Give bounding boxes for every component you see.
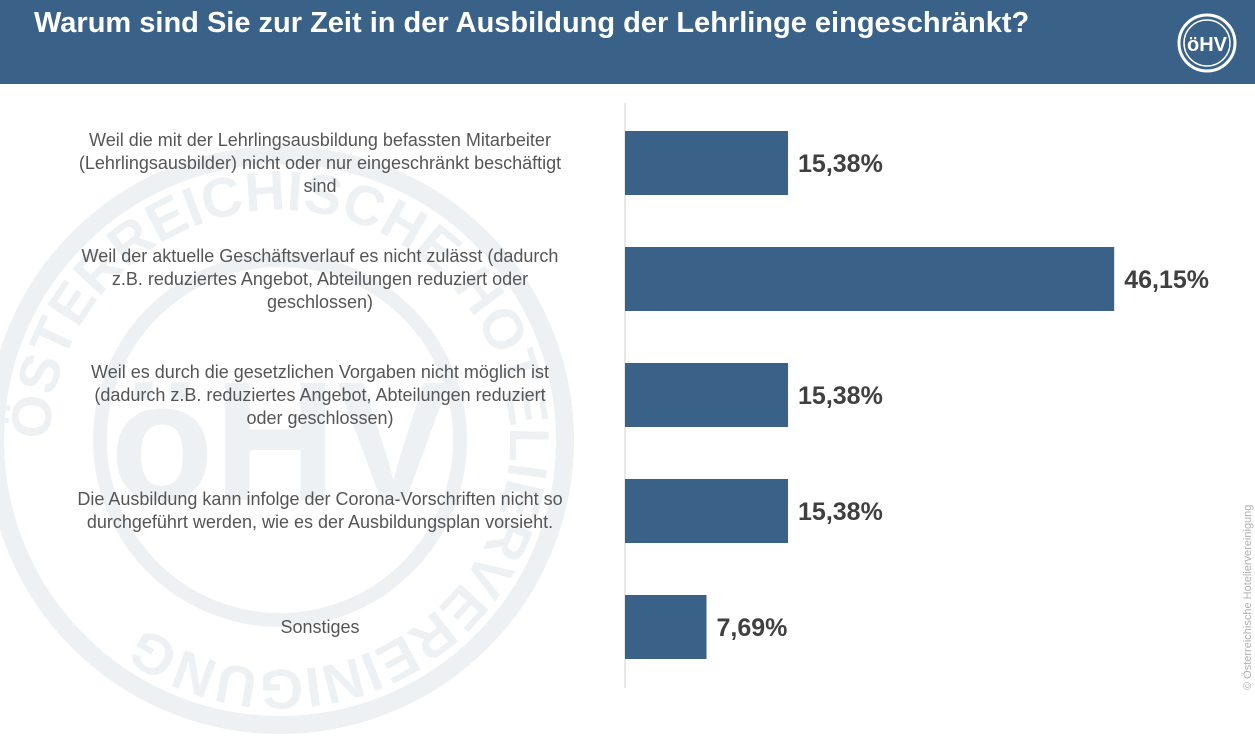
page-title: Warum sind Sie zur Zeit in der Ausbildun… <box>34 7 1030 39</box>
bar-1 <box>625 131 789 195</box>
category-label-4: Die Ausbildung kann infolge der Corona-V… <box>20 488 620 534</box>
category-label-line: Weil die mit der Lehrlingsausbildung bef… <box>89 129 551 150</box>
data-label-5: 7,69% <box>717 614 788 642</box>
category-label-line: Sonstiges <box>280 616 360 637</box>
logo-text: öHV <box>1187 34 1228 56</box>
ohv-logo: öHV <box>1177 13 1237 73</box>
category-label-3: Weil es durch die gesetzlichen Vorgaben … <box>20 361 620 430</box>
category-label-line: z.B. reduziertes Angebot, Abteilungen re… <box>111 268 529 289</box>
bar-4 <box>625 479 789 543</box>
category-label-line: oder geschlossen) <box>246 407 394 428</box>
category-label-line: geschlossen) <box>266 291 374 312</box>
data-label-3: 15,38% <box>798 382 883 410</box>
header-bar: Warum sind Sie zur Zeit in der Ausbildun… <box>0 0 1255 84</box>
category-label-line: Die Ausbildung kann infolge der Corona-V… <box>77 489 563 509</box>
category-label-1: Weil die mit der Lehrlingsausbildung bef… <box>20 129 620 198</box>
category-label-line: durchgeführt werden, wie es der Ausbildu… <box>86 512 554 532</box>
category-label-5: Sonstiges <box>20 616 620 639</box>
bar-chart: 15,38% 46,15% 15,38% 15,38% 7,69% <box>624 103 1209 688</box>
bar-2 <box>625 247 1115 311</box>
bar-5 <box>625 595 707 659</box>
category-label-line: Weil der aktuelle Geschäftsverlauf es ni… <box>81 245 559 266</box>
data-label-4: 15,38% <box>798 498 883 526</box>
data-label-1: 15,38% <box>798 150 883 178</box>
category-label-line: sind <box>303 175 337 196</box>
category-label-line: Weil es durch die gesetzlichen Vorgaben … <box>91 361 549 382</box>
category-label-line: (Lehrlingsausbilder) nicht oder nur eing… <box>78 152 562 173</box>
category-label-2: Weil der aktuelle Geschäftsverlauf es ni… <box>20 245 620 314</box>
watermark-center-text: öHV <box>110 347 450 537</box>
bar-3 <box>625 363 789 427</box>
data-label-2: 46,15% <box>1124 266 1209 294</box>
category-label-line: (dadurch z.B. reduziertes Angebot, Abtei… <box>94 384 546 405</box>
